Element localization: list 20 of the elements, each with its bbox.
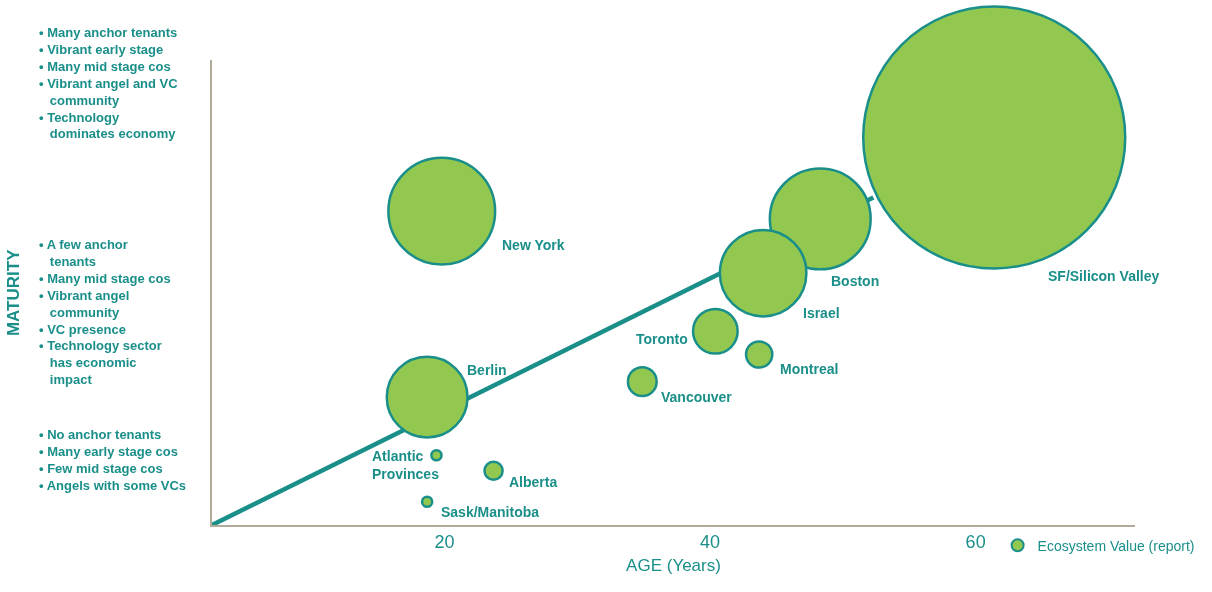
x-axis-title: AGE (Years) — [626, 556, 721, 576]
annotation: Boston — [831, 273, 880, 289]
annotation: Vancouver — [661, 389, 733, 405]
x-tick-label: 60 — [965, 532, 986, 553]
annotation: Sask/Manitoba — [441, 504, 540, 520]
x-tick-label: 40 — [700, 532, 721, 553]
annotation: Israel — [803, 305, 840, 321]
text: • Many anchor tenants • Vibrant early stage • Many mid stage cos • Vibrant angel and VC community • Technology dominates economy — [39, 25, 179, 142]
annotation: Alberta — [509, 474, 558, 490]
annotation: Berlin — [467, 362, 507, 378]
legend-label: Ecosystem Value (report) — [1037, 537, 1195, 554]
text: • A few anchor tenants • Many mid stage cos • Vibrant angel community • VC presence • Technology sector has economic impact — [39, 237, 171, 388]
text: MATURITY — [4, 248, 24, 337]
annotation: SF/Silicon Valley — [1048, 268, 1160, 284]
x-tick-label: 20 — [434, 532, 455, 553]
annotation: Montreal — [780, 361, 839, 377]
text: • No anchor tenants • Many early stage cos • Few mid stage cos • Angels with some VCs — [39, 427, 187, 493]
annotation: Atlantic Provinces — [372, 448, 440, 483]
annotation: Toronto — [636, 331, 688, 347]
annotation: New York — [502, 237, 565, 253]
